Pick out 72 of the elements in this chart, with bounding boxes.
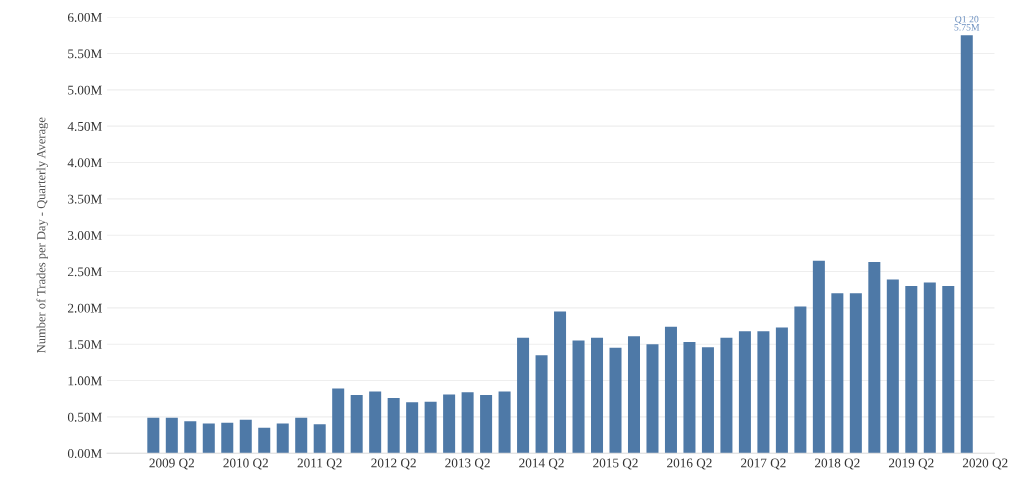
y-tick-label: 2.50M — [68, 267, 102, 277]
y-tick-label: 1.00M — [68, 376, 102, 386]
bar — [184, 421, 197, 454]
y-tick-label: 4.00M — [67, 158, 102, 168]
x-tick-label: 2020 Q2 — [962, 458, 1008, 470]
bar — [443, 394, 456, 454]
bar — [572, 340, 585, 454]
bar — [701, 347, 714, 454]
x-tick-label: 2019 Q2 — [888, 458, 934, 470]
x-tick-label: 2013 Q2 — [445, 458, 490, 470]
bar — [591, 337, 604, 454]
bar — [258, 427, 271, 454]
bar — [239, 419, 252, 454]
bar — [461, 392, 474, 454]
y-tick-label: 3.50M — [68, 194, 102, 204]
x-tick-label: 2010 Q2 — [223, 458, 268, 470]
y-tick-label: 1.50M — [68, 340, 102, 349]
bar — [406, 402, 419, 454]
bar — [942, 286, 955, 454]
bar — [757, 331, 770, 454]
x-tick-label: 2012 Q2 — [371, 458, 416, 470]
bar — [202, 423, 215, 454]
bar — [221, 422, 234, 454]
data-label: Q1 20 5.75M — [954, 15, 980, 31]
bar — [812, 260, 825, 454]
bar — [775, 327, 788, 454]
x-tick-label: 2014 Q2 — [519, 458, 564, 470]
bar — [905, 286, 918, 454]
bar — [646, 344, 659, 454]
bar — [794, 306, 807, 454]
x-tick-label: 2018 Q2 — [815, 458, 860, 470]
y-tick-label: 6.00M — [67, 12, 102, 22]
x-tick-label: 2016 Q2 — [667, 458, 712, 470]
y-tick-label: 2.00M — [68, 303, 102, 313]
bar — [886, 279, 899, 454]
bar — [313, 424, 326, 454]
bar — [350, 395, 363, 454]
bar — [554, 311, 567, 454]
bar — [923, 282, 936, 454]
bar — [480, 395, 493, 454]
bar — [738, 331, 751, 454]
x-tick-label: 2015 Q2 — [593, 458, 638, 470]
bar — [609, 347, 622, 454]
bar — [849, 293, 862, 454]
y-axis-title: Number of Trades per Day - Quarterly Average — [36, 117, 48, 353]
bar — [387, 398, 400, 454]
y-tick-label: 5.00M — [68, 85, 102, 95]
bar — [627, 336, 640, 454]
bar — [720, 337, 733, 454]
bar — [683, 342, 696, 454]
bar — [424, 401, 437, 454]
bar — [868, 262, 881, 454]
bar — [295, 417, 308, 454]
y-tick-label: 0.50M — [67, 412, 102, 422]
bar — [147, 417, 160, 454]
bar — [332, 388, 345, 454]
bar — [664, 326, 677, 454]
x-tick-label: 2011 Q2 — [297, 458, 342, 470]
y-tick-label: 5.50M — [68, 49, 102, 59]
bar — [960, 35, 973, 454]
bar — [165, 417, 178, 454]
bar — [276, 423, 289, 454]
y-tick-label: 0.00M — [67, 449, 102, 459]
bar — [369, 391, 382, 454]
bar — [517, 337, 530, 454]
bar — [535, 355, 548, 454]
x-tick-label: 2009 Q2 — [149, 458, 194, 470]
bar — [498, 391, 511, 454]
y-tick-label: 4.50M — [67, 121, 102, 131]
bar — [831, 293, 844, 454]
x-tick-label: 2017 Q2 — [741, 458, 786, 470]
y-tick-label: 3.00M — [68, 231, 102, 240]
